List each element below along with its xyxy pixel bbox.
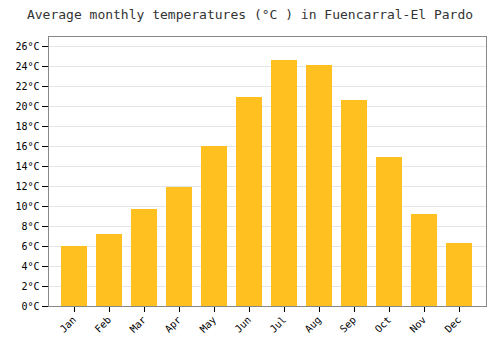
svg-text:Jan: Jan <box>58 314 79 335</box>
svg-text:Nov: Nov <box>408 314 429 335</box>
svg-text:Jul: Jul <box>268 314 289 335</box>
svg-text:8°C: 8°C <box>21 221 39 232</box>
svg-text:2°C: 2°C <box>21 281 39 292</box>
svg-text:12°C: 12°C <box>15 181 39 192</box>
svg-text:Apr: Apr <box>163 314 184 335</box>
svg-text:Aug: Aug <box>303 314 324 335</box>
svg-text:4°C: 4°C <box>21 261 39 272</box>
svg-text:Mar: Mar <box>128 314 149 335</box>
svg-text:Dec: Dec <box>443 314 464 335</box>
svg-text:Jun: Jun <box>233 314 254 335</box>
svg-text:14°C: 14°C <box>15 161 39 172</box>
svg-text:Oct: Oct <box>373 314 394 335</box>
svg-text:10°C: 10°C <box>15 201 39 212</box>
svg-text:16°C: 16°C <box>15 141 39 152</box>
svg-text:0°C: 0°C <box>21 301 39 312</box>
svg-text:6°C: 6°C <box>21 241 39 252</box>
svg-text:26°C: 26°C <box>15 41 39 52</box>
svg-text:Sep: Sep <box>338 314 359 335</box>
svg-text:20°C: 20°C <box>15 101 39 112</box>
svg-text:24°C: 24°C <box>15 61 39 72</box>
svg-text:22°C: 22°C <box>15 81 39 92</box>
svg-text:May: May <box>198 314 219 335</box>
svg-text:Feb: Feb <box>93 314 114 335</box>
html-text:Average monthly temperatures (: Average monthly temperatures (°C ) in Fu… <box>26 7 474 22</box>
svg-text:18°C: 18°C <box>15 121 39 132</box>
